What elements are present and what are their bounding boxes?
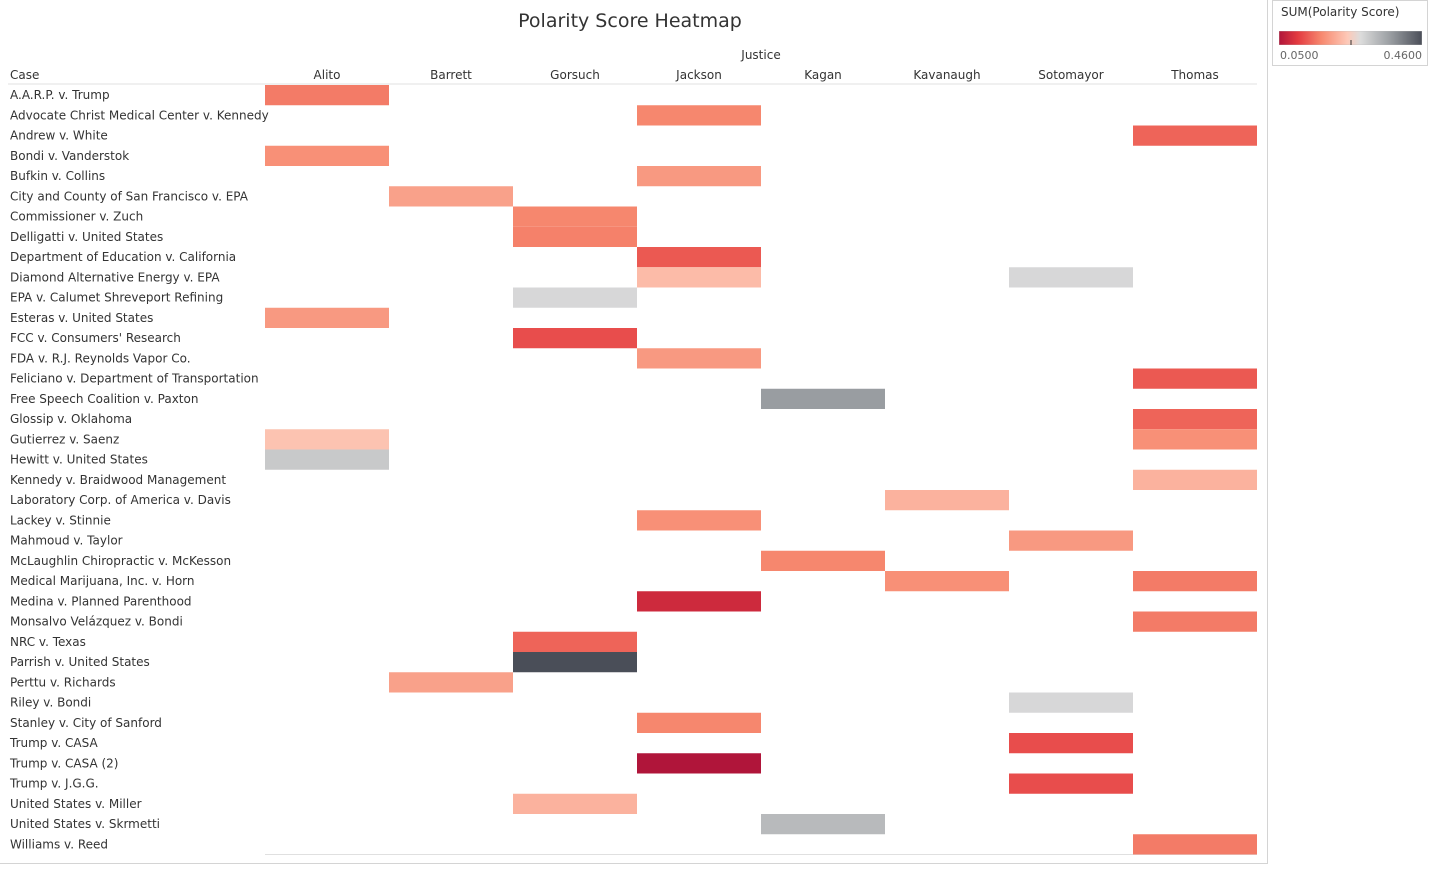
column-label: Barrett (430, 68, 472, 82)
heatmap-cell (885, 490, 1009, 511)
column-label: Kavanaugh (913, 68, 980, 82)
heatmap-cell (637, 712, 761, 733)
row-label: Gutierrez v. Saenz (10, 432, 119, 446)
row-label: Advocate Christ Medical Center v. Kenned… (10, 108, 269, 122)
row-label: Kennedy v. Braidwood Management (10, 473, 226, 487)
heatmap-cell (513, 287, 637, 308)
column-label: Kagan (804, 68, 842, 82)
heatmap-cell (885, 571, 1009, 592)
row-label: Monsalvo Velázquez v. Bondi (10, 615, 183, 629)
legend-title: SUM(Polarity Score) (1281, 5, 1400, 19)
heatmap-cell (1133, 409, 1257, 430)
heatmap-cell (637, 753, 761, 774)
row-label: Department of Education v. California (10, 250, 236, 264)
heatmap-cell (389, 186, 513, 207)
row-label: Parrish v. United States (10, 655, 150, 669)
row-label: Riley v. Bondi (10, 696, 91, 710)
column-label: Sotomayor (1038, 68, 1103, 82)
row-label: Perttu v. Richards (10, 675, 116, 689)
heatmap-cell (1133, 469, 1257, 490)
heatmap-cell (265, 429, 389, 450)
heatmap-cell (513, 631, 637, 652)
heatmap-cell (637, 166, 761, 187)
heatmap-cell (1133, 834, 1257, 855)
row-label: Andrew v. White (10, 129, 108, 143)
legend-gradient (1279, 31, 1422, 45)
heatmap-cell (637, 510, 761, 531)
row-label: McLaughlin Chiropractic v. McKesson (10, 554, 231, 568)
legend-min-label: 0.0500 (1280, 49, 1319, 62)
row-label: United States v. Skrmetti (10, 817, 160, 831)
chart-title: Polarity Score Heatmap (518, 10, 742, 32)
row-label: Williams v. Reed (10, 837, 108, 851)
row-label: Laboratory Corp. of America v. Davis (10, 493, 231, 507)
heatmap-cell (513, 652, 637, 673)
heatmap-cell (637, 105, 761, 126)
row-label: Free Speech Coalition v. Paxton (10, 392, 198, 406)
heatmap-cell (1133, 571, 1257, 592)
row-label: A.A.R.P. v. Trump (10, 88, 110, 102)
heatmap-cell (761, 814, 885, 835)
row-label: Trump v. J.G.G. (9, 777, 99, 791)
color-legend: SUM(Polarity Score) 0.0500 0.4600 (1272, 0, 1428, 66)
heatmap-cell (1133, 368, 1257, 389)
column-label: Thomas (1170, 68, 1219, 82)
row-label: NRC v. Texas (10, 635, 86, 649)
row-label: Glossip v. Oklahoma (10, 412, 132, 426)
row-label: Esteras v. United States (10, 311, 153, 325)
row-label: City and County of San Francisco v. EPA (10, 189, 249, 203)
legend-max-label: 0.4600 (1383, 49, 1423, 62)
row-label: Stanley v. City of Sanford (10, 716, 162, 730)
row-label: EPA v. Calumet Shreveport Refining (10, 291, 223, 305)
heatmap-cell (637, 247, 761, 268)
row-label: Trump v. CASA (2) (9, 756, 118, 770)
row-label: United States v. Miller (10, 797, 142, 811)
column-axis-title: Justice (740, 48, 780, 62)
heatmap-cell (265, 85, 389, 106)
heatmap-cell (265, 145, 389, 166)
row-label: Feliciano v. Department of Transportatio… (10, 372, 259, 386)
heatmap-cell (1009, 773, 1133, 794)
row-label: Medical Marijuana, Inc. v. Horn (10, 574, 195, 588)
heatmap-cell (513, 328, 637, 349)
heatmap-plot: Justice Case Alito Barrett Gorsuch Jackson Kag… (8, 48, 1257, 855)
row-label: Commissioner v. Zuch (10, 210, 143, 224)
heatmap-cell (265, 449, 389, 470)
heatmap-cell (1009, 733, 1133, 754)
row-axis-title: Case (10, 68, 39, 82)
heatmap-cell (637, 267, 761, 288)
heatmap-cell (1009, 267, 1133, 288)
heatmap-cell (761, 550, 885, 571)
heatmap-cell (513, 226, 637, 247)
column-label: Alito (314, 68, 341, 82)
column-label: Gorsuch (550, 68, 600, 82)
legend-gradient-bar (1279, 31, 1422, 45)
heatmap-cell (761, 388, 885, 409)
heatmap-cell (637, 348, 761, 369)
heatmap-cell (389, 672, 513, 693)
heatmap-cell (1009, 692, 1133, 713)
heatmap-cell (1133, 429, 1257, 450)
heatmap-cell (1009, 530, 1133, 551)
row-label: Bondi v. Vanderstok (10, 149, 129, 163)
heatmap-cell (513, 793, 637, 814)
row-label: Diamond Alternative Energy v. EPA (10, 270, 220, 284)
heatmap-cell (513, 206, 637, 227)
column-label: Jackson (675, 68, 722, 82)
heatmap-cell (637, 591, 761, 612)
row-label: Medina v. Planned Parenthood (10, 594, 192, 608)
row-label: FCC v. Consumers' Research (10, 331, 181, 345)
row-label: Hewitt v. United States (10, 453, 148, 467)
row-label: Delligatti v. United States (10, 230, 163, 244)
chart-frame: Polarity Score Heatmap Justice Case Alito B… (0, 0, 1268, 864)
row-label: Mahmoud v. Taylor (10, 534, 123, 548)
row-label: Bufkin v. Collins (10, 169, 105, 183)
heatmap-cell (1133, 611, 1257, 632)
row-label: FDA v. R.J. Reynolds Vapor Co. (10, 351, 191, 365)
heatmap-cell (265, 307, 389, 328)
row-label: Trump v. CASA (9, 736, 98, 750)
row-label: Lackey v. Stinnie (10, 513, 111, 527)
heatmap-cell (1133, 125, 1257, 146)
